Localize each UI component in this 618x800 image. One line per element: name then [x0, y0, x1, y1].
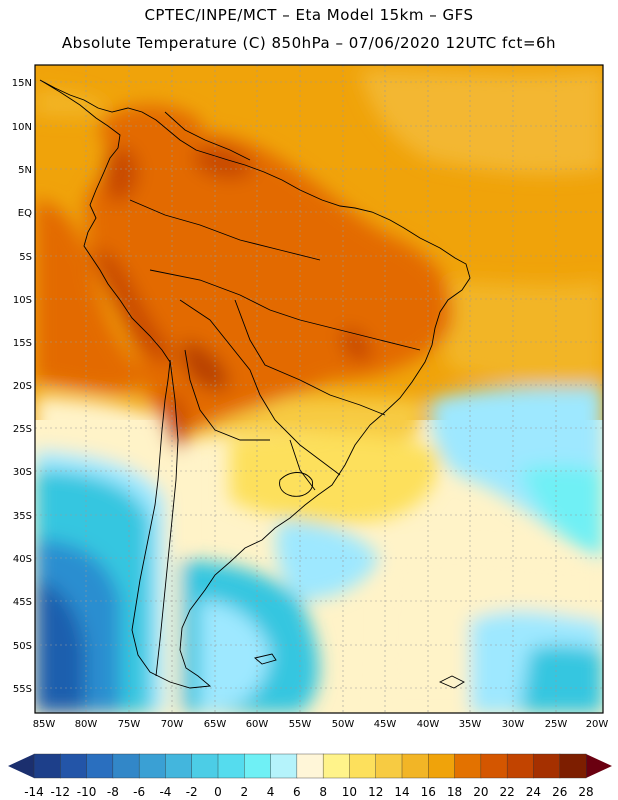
- colorbar-cell: [270, 753, 298, 779]
- longitude-labels: 85W 80W 75W 70W 65W 60W 55W 50W 45W 40W …: [33, 719, 609, 730]
- map-frame: [34, 64, 604, 714]
- colorbar-label: 18: [447, 785, 462, 799]
- colorbar-label: 28: [578, 785, 593, 799]
- lon-label: 60W: [246, 719, 269, 730]
- lat-label: 15S: [13, 338, 32, 349]
- lat-label: 40S: [13, 554, 32, 565]
- lon-label: 65W: [204, 719, 227, 730]
- colorbar-cell: [559, 753, 587, 779]
- colorbar-high-arrow: [586, 754, 612, 778]
- lon-label: 40W: [417, 719, 440, 730]
- latitude-labels: 15N 10N 5N EQ 5S 10S 15S 20S 25S 30S 35S…: [12, 78, 32, 695]
- colorbar-label: 2: [240, 785, 248, 799]
- colorbar-label: 12: [368, 785, 383, 799]
- colorbar-label: 16: [421, 785, 436, 799]
- lon-label: 35W: [459, 719, 482, 730]
- colorbar-cell: [533, 753, 561, 779]
- title-line-2: Absolute Temperature (C) 850hPa – 07/06/…: [61, 34, 557, 52]
- lon-label: 85W: [33, 719, 56, 730]
- colorbar-cell: [506, 753, 534, 779]
- colorbar-cell: [165, 753, 193, 779]
- colorbar-cell: [480, 753, 508, 779]
- lat-label: 10N: [12, 122, 32, 133]
- colorbar-cell: [217, 753, 245, 779]
- colorbar-label: 0: [214, 785, 222, 799]
- lat-label: 45S: [13, 597, 32, 608]
- colorbar: -14 -12 -10 -8 -6 -4 -2 0 2 4 6 8 10 12 14 16 18 20 22 24 26…: [8, 753, 612, 799]
- lon-label: 55W: [289, 719, 312, 730]
- lon-label: 20W: [586, 719, 609, 730]
- colorbar-cell: [322, 753, 350, 779]
- colorbar-label: 22: [500, 785, 515, 799]
- colorbar-label: 20: [473, 785, 488, 799]
- colorbar-cell: [401, 753, 429, 779]
- lat-label: 35S: [13, 511, 32, 522]
- colorbar-low-arrow: [8, 754, 34, 778]
- colorbar-label: -6: [133, 785, 145, 799]
- colorbar-label: -10: [77, 785, 97, 799]
- lon-label: 45W: [374, 719, 397, 730]
- colorbar-cell: [33, 753, 61, 779]
- colorbar-label: 6: [293, 785, 301, 799]
- lon-label: 30W: [502, 719, 525, 730]
- colorbar-label: -2: [186, 785, 198, 799]
- lat-label: EQ: [18, 208, 32, 219]
- coastlines: [39, 79, 471, 689]
- colorbar-cell: [375, 753, 403, 779]
- colorbar-cell: [428, 753, 456, 779]
- lat-label: 5N: [18, 165, 32, 176]
- lat-label: 5S: [19, 252, 32, 263]
- lat-label: 10S: [13, 295, 32, 306]
- lat-label: 20S: [13, 381, 32, 392]
- lat-label: 30S: [13, 467, 32, 478]
- lat-label: 15N: [12, 78, 32, 89]
- colorbar-label: 24: [526, 785, 541, 799]
- colorbar-cell: [138, 753, 166, 779]
- colorbar-cell: [112, 753, 140, 779]
- colorbar-cell: [349, 753, 377, 779]
- colorbar-label: -8: [107, 785, 119, 799]
- graticule: [35, 65, 603, 713]
- colorbar-label: 10: [342, 785, 357, 799]
- colorbar-label: 14: [394, 785, 409, 799]
- colorbar-cell: [191, 753, 219, 779]
- lat-label: 25S: [13, 424, 32, 435]
- colorbar-label: 4: [267, 785, 275, 799]
- colorbar-cell: [60, 753, 88, 779]
- colorbar-label: -4: [159, 785, 171, 799]
- temperature-field: [35, 65, 603, 713]
- lon-label: 80W: [75, 719, 98, 730]
- lon-label: 50W: [332, 719, 355, 730]
- lon-label: 70W: [161, 719, 184, 730]
- colorbar-cell: [86, 753, 114, 779]
- colorbar-cell: [244, 753, 272, 779]
- colorbar-cell: [454, 753, 482, 779]
- colorbar-label: 8: [319, 785, 327, 799]
- lat-label: 50S: [13, 641, 32, 652]
- colorbar-cell: [296, 753, 324, 779]
- colorbar-label: -14: [24, 785, 44, 799]
- colorbar-label: 26: [552, 785, 567, 799]
- title-line-1: CPTEC/INPE/MCT – Eta Model 15km – GFS: [144, 6, 474, 24]
- lon-label: 75W: [118, 719, 141, 730]
- lat-label: 55S: [13, 684, 32, 695]
- lon-label: 25W: [545, 719, 568, 730]
- colorbar-label: -12: [50, 785, 70, 799]
